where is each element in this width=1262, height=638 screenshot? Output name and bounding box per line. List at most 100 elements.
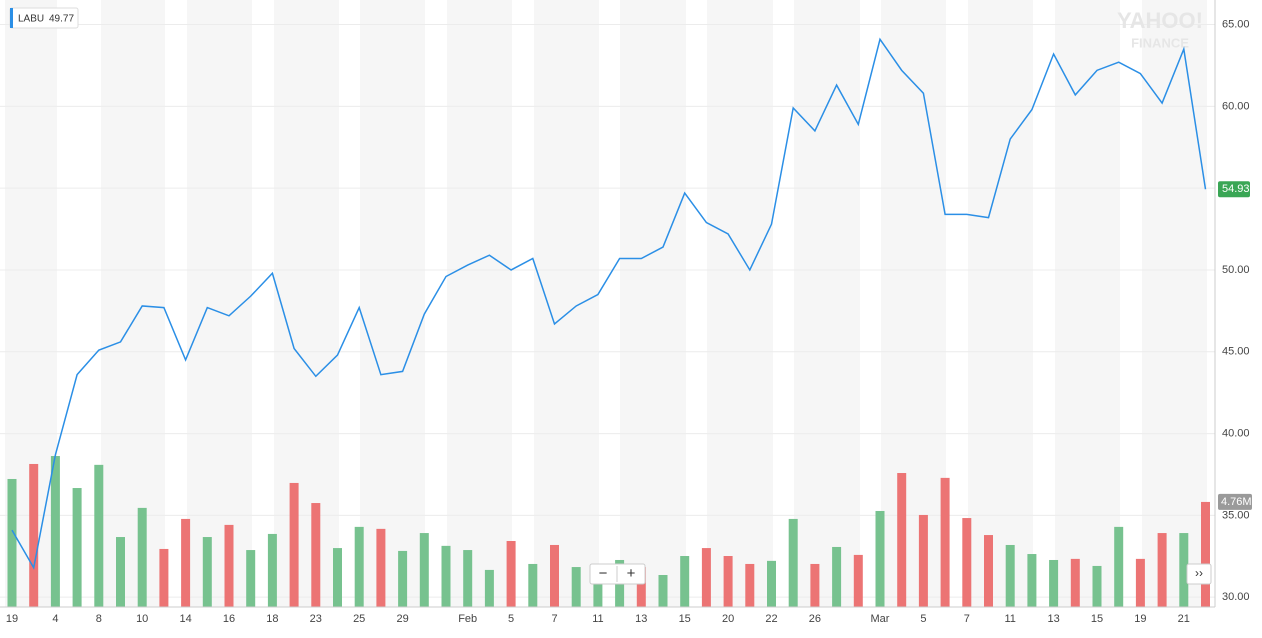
stripe (794, 0, 860, 607)
volume-bar (680, 556, 690, 607)
stripe (447, 0, 512, 607)
x-tick-label: 13 (1047, 613, 1059, 625)
volume-bar (550, 544, 559, 607)
volume-bar (1135, 558, 1145, 607)
volume-bar (116, 537, 125, 607)
volume-bar (1027, 554, 1037, 607)
x-tick-label: 10 (136, 613, 148, 625)
x-tick-label: 13 (635, 613, 647, 625)
volume-bar (246, 550, 256, 607)
volume-bar (593, 582, 603, 607)
x-tick-label: 11 (1004, 613, 1015, 625)
legend: LABU 49.77 (9, 7, 79, 29)
volume-tag (1218, 493, 1252, 510)
stripe (101, 0, 165, 607)
volume-bar (181, 518, 191, 607)
volume-bar (658, 574, 668, 607)
volume-bar (311, 503, 321, 607)
price-tag-label: 54.93 (1222, 183, 1250, 195)
x-tick-label: 7 (964, 613, 970, 625)
volume-bar (1157, 533, 1167, 607)
volume-bar (788, 518, 798, 607)
volume-bar (441, 545, 451, 607)
next-button[interactable]: ›› (1195, 566, 1203, 580)
zoom-control[interactable]: − + (589, 563, 646, 585)
x-tick-label: 25 (353, 613, 365, 625)
volume-bar (528, 563, 538, 607)
stripe (620, 0, 686, 607)
x-tick-label: 23 (310, 613, 322, 625)
x-tick-label: 5 (508, 613, 514, 625)
volume-bar (376, 528, 386, 607)
stripe (534, 0, 599, 607)
volume-bar (1201, 501, 1210, 607)
stripe (968, 0, 1033, 607)
zoom-out[interactable]: − (599, 565, 608, 582)
x-tick-label: 14 (179, 613, 191, 625)
x-tick-label: 15 (679, 613, 691, 625)
x-tick-label: 4 (52, 613, 58, 625)
next-control[interactable]: ›› (1186, 563, 1212, 585)
volume-bar (202, 537, 212, 607)
volume-bar (636, 567, 646, 607)
stripe (274, 0, 339, 607)
x-tick-label: 21 (1178, 613, 1190, 625)
y-tick-label: 35.00 (1222, 509, 1250, 521)
volume-bar (1092, 565, 1102, 607)
y-tick-label: 40.00 (1222, 427, 1250, 439)
volume-bar (333, 548, 342, 607)
zoom-in[interactable]: + (627, 565, 636, 582)
y-tick-label: 50.00 (1222, 264, 1250, 276)
x-tick-label: 11 (592, 613, 603, 625)
volume-bar (7, 478, 17, 607)
volume-bar (419, 533, 429, 607)
volume-bar (72, 488, 82, 607)
volume-bar (29, 463, 39, 607)
volume-tag-label: 4.76M (1221, 496, 1252, 508)
stripe (360, 0, 425, 607)
volume-bar (918, 514, 928, 607)
volume-bar (701, 548, 711, 607)
price-tag (1218, 181, 1250, 198)
volume-bar (484, 569, 494, 607)
x-tick-label: 5 (920, 613, 926, 625)
volume-bar (94, 464, 104, 607)
x-tick-label: Feb (458, 613, 477, 625)
x-tick-label: 29 (396, 613, 408, 625)
volume-bar (1070, 558, 1080, 607)
volume-bar (897, 473, 907, 607)
x-tick-label: 26 (809, 613, 821, 625)
volume-bar (463, 550, 473, 607)
y-tick-label: 45.00 (1222, 346, 1250, 358)
stripe (881, 0, 946, 607)
volume-bar (1049, 559, 1059, 607)
volume-bar (267, 533, 277, 607)
x-tick-label: 7 (551, 613, 557, 625)
volume-bar (159, 548, 169, 607)
volume-bar (723, 556, 733, 607)
volume-bar (962, 518, 972, 607)
axes: 30.0035.0040.0045.0050.0055.0060.0065.00… (0, 0, 1252, 625)
watermark: YAHOO! (1117, 8, 1203, 33)
volume-bar (1179, 533, 1189, 607)
x-tick-label: 22 (765, 613, 777, 625)
volume-bar (137, 507, 147, 607)
volume-bar (224, 524, 234, 607)
volume-bar (853, 554, 863, 607)
legend-label: LABU (18, 14, 44, 25)
stripe (707, 0, 773, 607)
volume-bar (832, 546, 842, 607)
volume-bars (7, 456, 1210, 607)
legend-swatch (10, 8, 13, 28)
y-tick-label: 30.00 (1222, 591, 1250, 603)
volume-bar (571, 567, 581, 607)
y-tick-label: 65.00 (1222, 18, 1250, 30)
x-tick-label: Mar (871, 613, 890, 625)
stripe (1142, 0, 1207, 607)
watermark: FINANCE (1131, 35, 1189, 50)
volume-bar (745, 563, 755, 607)
x-tick-label: 20 (722, 613, 734, 625)
volume-bar (940, 477, 950, 607)
x-tick-label: 19 (1134, 613, 1146, 625)
price-line (11, 37, 1207, 570)
